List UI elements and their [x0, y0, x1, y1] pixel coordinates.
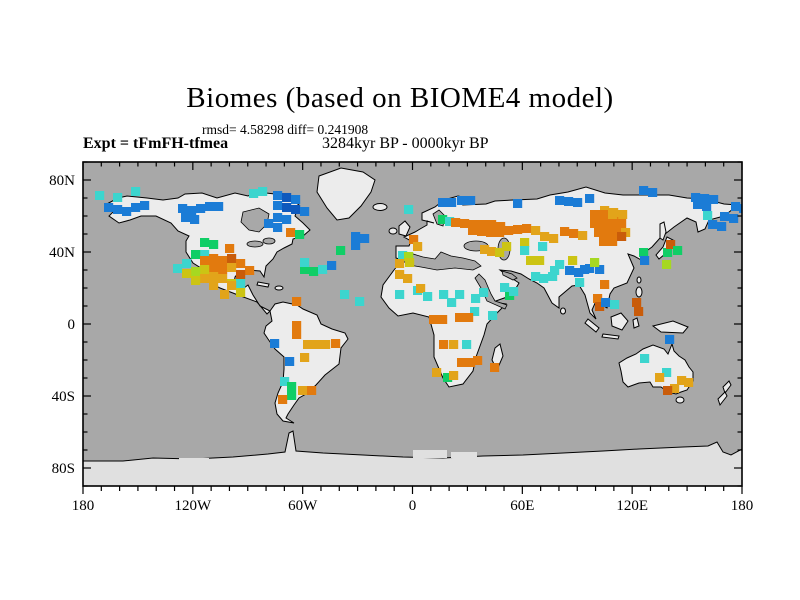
svg-text:40S: 40S [52, 389, 75, 405]
rmsd-diff-readout: rmsd= 4.58298 diff= 0.241908 [202, 122, 369, 137]
svg-text:180: 180 [731, 498, 754, 510]
axis-ticks [82, 161, 743, 494]
inland-seas [240, 207, 518, 310]
coastlines-land [83, 167, 742, 486]
svg-text:0: 0 [409, 498, 417, 510]
chart-title: Biomes (based on BIOME4 model) [186, 82, 614, 114]
svg-text:40N: 40N [49, 245, 75, 261]
svg-text:80N: 80N [49, 173, 75, 189]
time-period-label: 3284kyr BP - 0000kyr BP [322, 135, 489, 152]
axis-tick-labels: 180 120W 60W 0 60E 120E 180 80N 40N 0 40S 80S [49, 173, 753, 510]
world-map-plot: 180 120W 60W 0 60E 120E 180 80N 40N 0 40S 80S [49, 161, 753, 510]
svg-text:180: 180 [72, 498, 95, 510]
svg-text:0: 0 [68, 317, 76, 333]
svg-text:120E: 120E [616, 498, 648, 510]
svg-text:80S: 80S [52, 461, 75, 477]
experiment-label: Expt = tFmFH-tfmea [83, 135, 229, 152]
svg-text:120W: 120W [174, 498, 212, 510]
biome-grid-cells [95, 186, 742, 404]
svg-text:60E: 60E [510, 498, 534, 510]
svg-text:60W: 60W [288, 498, 318, 510]
